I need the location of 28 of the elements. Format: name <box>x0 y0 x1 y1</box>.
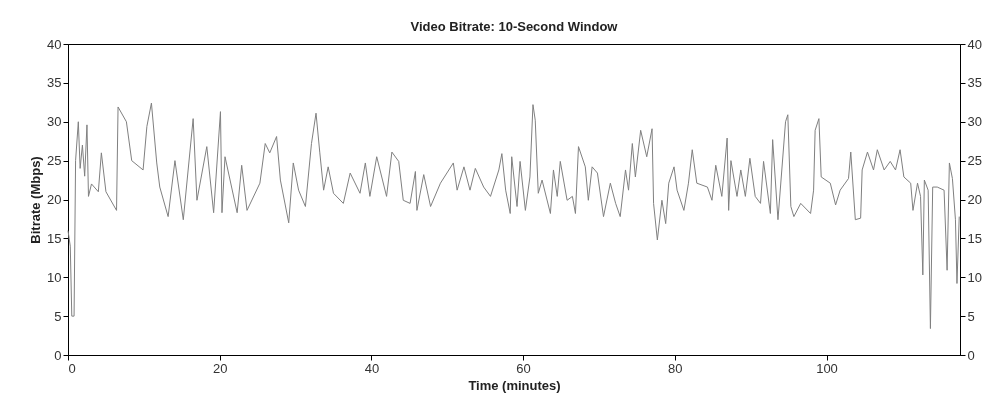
y2-tick-label: 0 <box>967 347 975 363</box>
y2-tick-label: 15 <box>967 230 982 246</box>
y2-tick-label: 10 <box>967 269 982 285</box>
y-tick-label: 40 <box>47 36 62 52</box>
x-tick-label: 20 <box>212 360 228 376</box>
y-tick-label: 20 <box>47 192 62 207</box>
x-tick-label: 100 <box>816 360 838 376</box>
x-tick-label: 40 <box>364 360 380 376</box>
y-tick-label: 15 <box>47 230 62 246</box>
y-tick-label: 0 <box>54 347 62 363</box>
line-series <box>67 102 960 330</box>
y-tick-label: 30 <box>47 114 62 130</box>
x-tick-label: 80 <box>668 360 683 376</box>
y-tick-label: 5 <box>54 308 62 324</box>
x-tick-label: 0 <box>68 360 76 376</box>
y2-tick-label: 20 <box>967 192 982 207</box>
y2-tick-label: 40 <box>967 36 982 52</box>
x-axis-title: Time (minutes) <box>468 377 561 393</box>
y2-tick-label: 25 <box>967 153 982 169</box>
y-tick-label: 10 <box>47 269 62 285</box>
y2-tick-label: 5 <box>967 308 975 324</box>
y-tick-label: 35 <box>47 75 62 91</box>
y2-tick-label: 35 <box>967 75 982 91</box>
chart-title: Video Bitrate: 10-Second Window <box>410 19 619 34</box>
y-axis-title: Bitrate (Mbps) <box>28 156 44 244</box>
y-tick-label: 25 <box>47 153 62 169</box>
x-tick-label: 60 <box>516 360 531 376</box>
y2-tick-label: 30 <box>967 114 982 130</box>
